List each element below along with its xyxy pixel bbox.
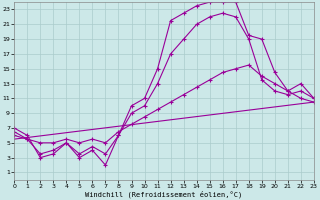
X-axis label: Windchill (Refroidissement éolien,°C): Windchill (Refroidissement éolien,°C): [85, 190, 243, 198]
